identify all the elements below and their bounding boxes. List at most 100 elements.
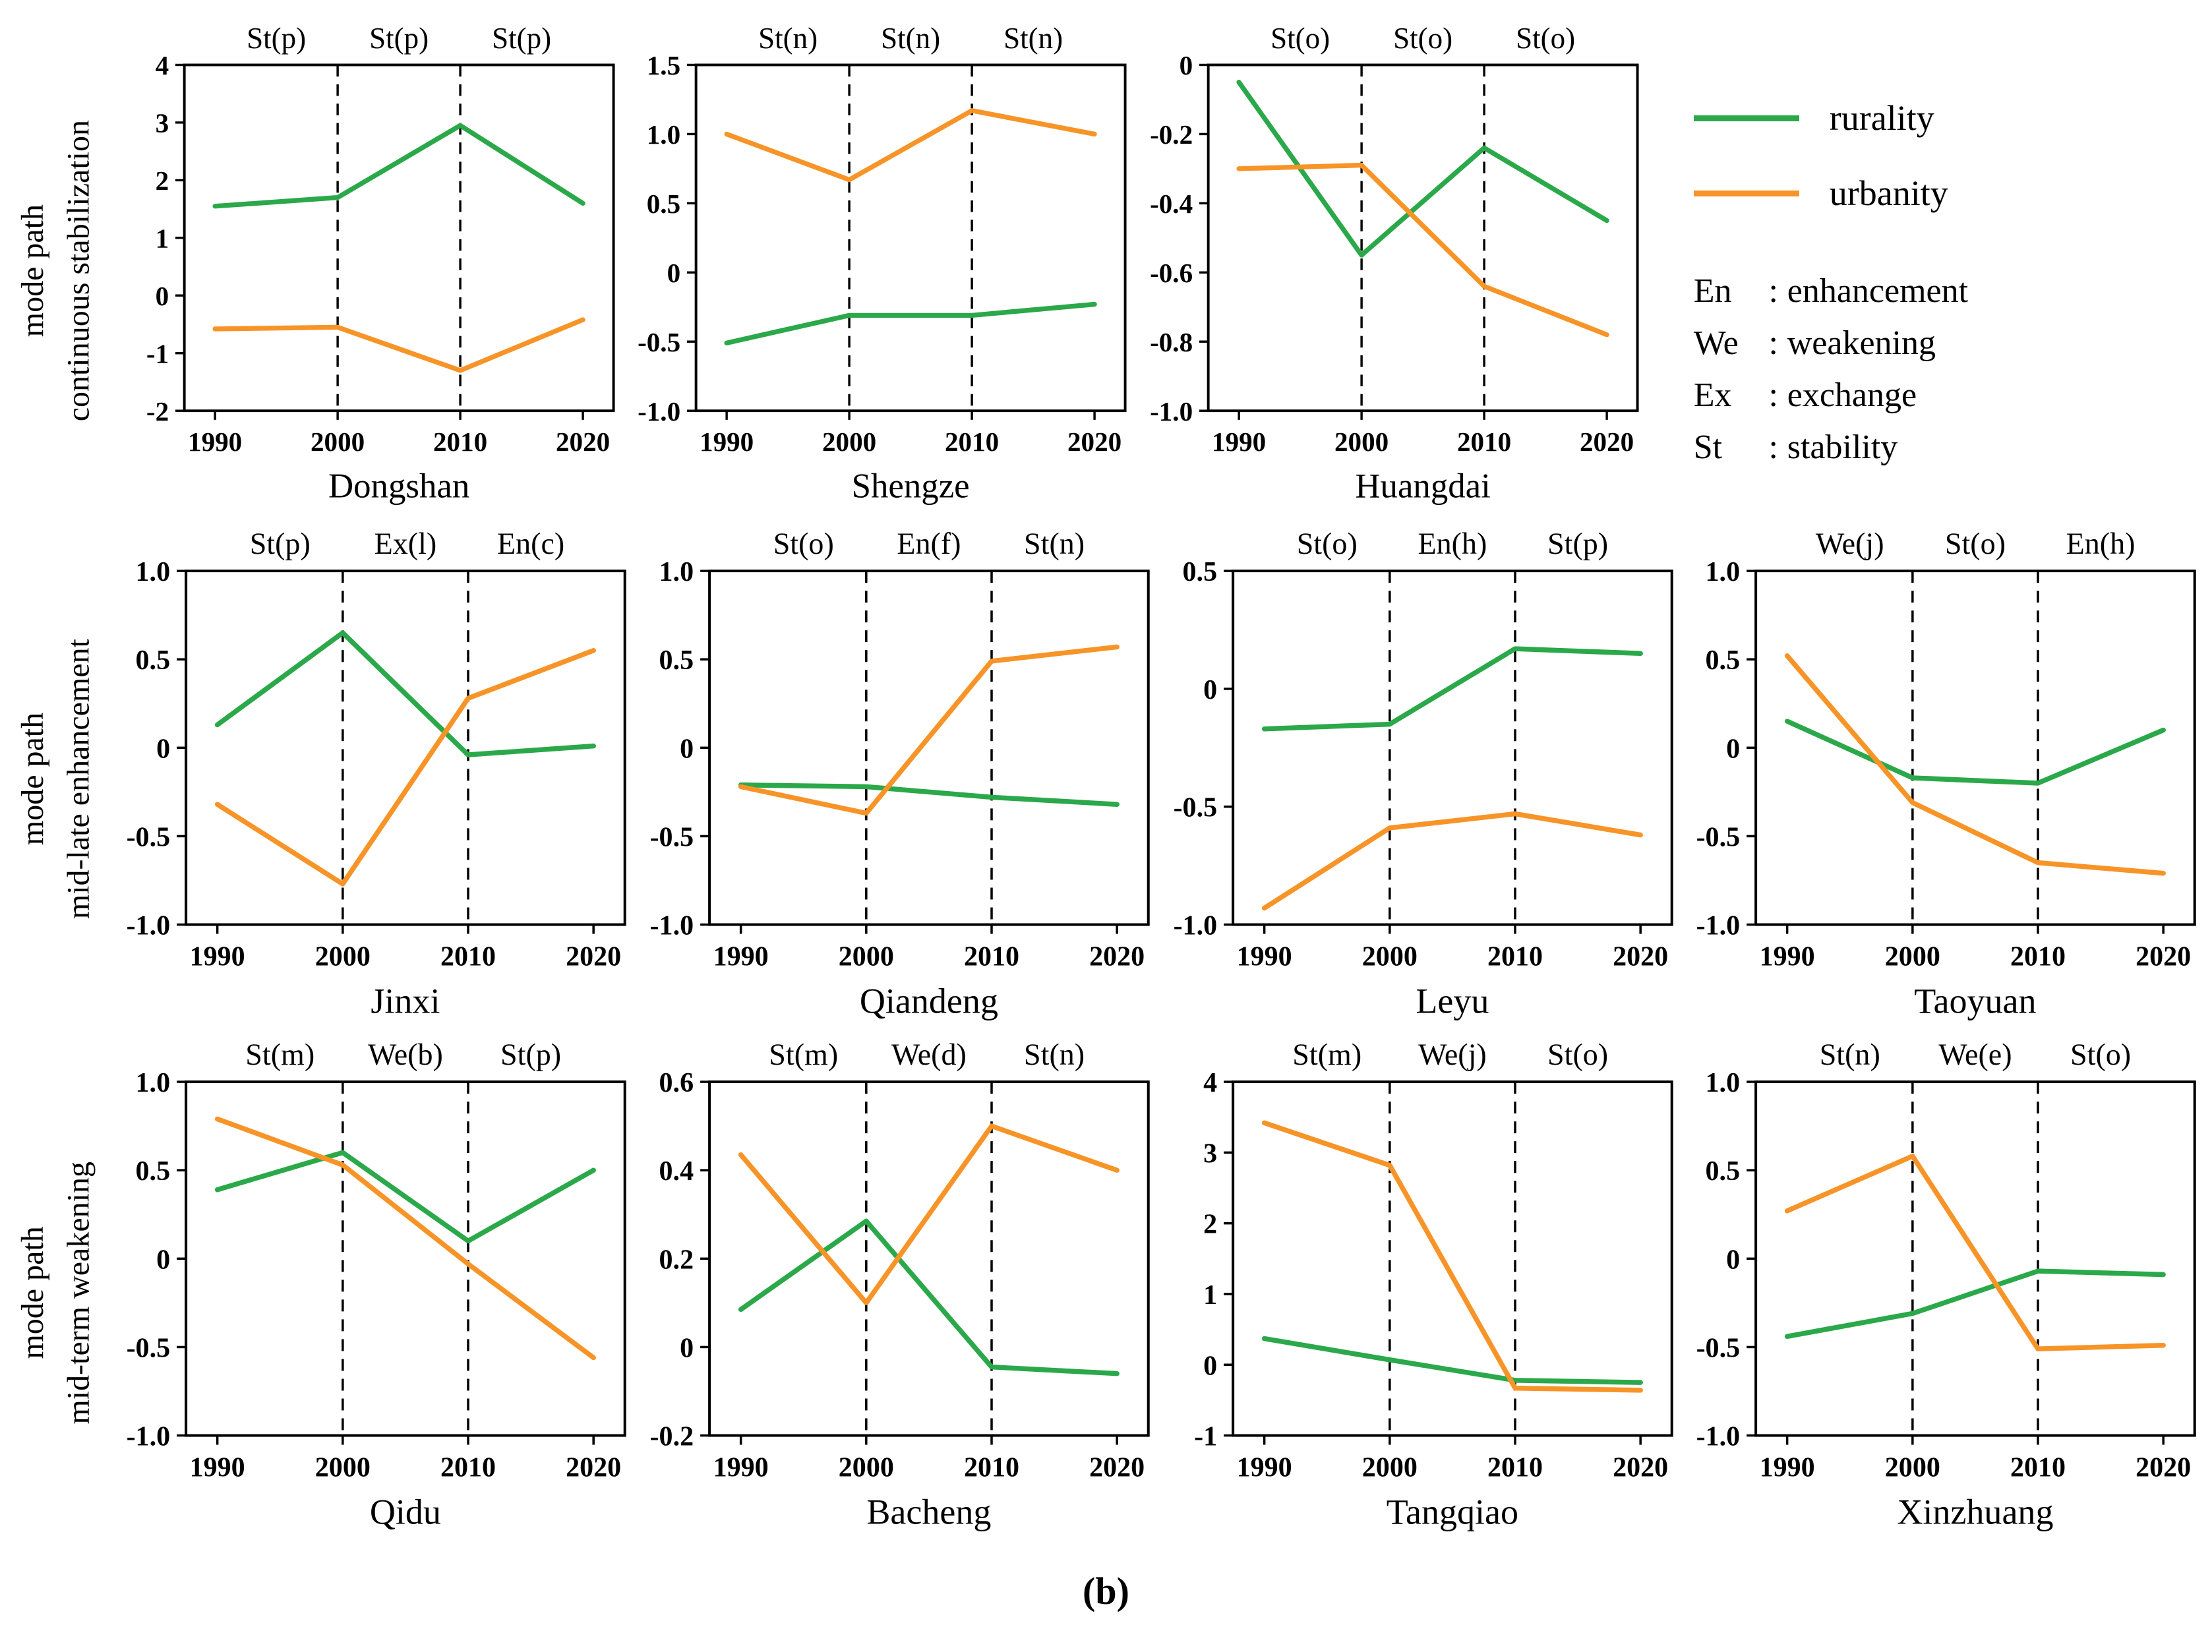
period-annotation: St(o) — [1393, 22, 1452, 55]
urbanity-line — [214, 648, 596, 887]
row-label-line: mode path — [15, 712, 51, 846]
y-tick-label: -0.5 — [127, 822, 171, 852]
abbr-colon: : — [1768, 376, 1778, 414]
abbreviation-row: En : enhancement — [1694, 272, 2205, 310]
y-tick-label: 2 — [156, 165, 169, 196]
plot-border — [707, 1080, 1150, 1437]
abbr-key: En — [1693, 272, 1732, 310]
period-annotation: We(e) — [1939, 1038, 2012, 1071]
abbr-meaning: exchange — [1787, 376, 1917, 414]
x-tick-label: 2000 — [1361, 942, 1417, 972]
x-tick-label: 2020 — [566, 942, 621, 972]
chart-panel-huangdai: St(o) St(o) St(o) 0 -0.2 -0.4 -0.6 -0.8 -1.0 1990… — [1136, 18, 1648, 508]
x-tick-label: 1990 — [1236, 942, 1292, 972]
legend-item-urbanity: urbanity — [1693, 173, 2205, 214]
y-tick-label: 2 — [1203, 1210, 1217, 1240]
panel-title: Taoyuan — [1915, 982, 2037, 1021]
period-annotation: St(p) — [369, 22, 429, 55]
x-tick-label: 2020 — [2136, 942, 2191, 972]
y-tick-label: 0.5 — [1706, 645, 1741, 676]
period-annotation: St(o) — [2070, 1038, 2131, 1071]
chart-svg: St(n) We(e) St(o) 1.0 0.5 0 -0.5 -1.0 1990 2000 20… — [1696, 1038, 2196, 1532]
legend-item-rurality: rurality — [1693, 98, 2205, 138]
period-annotation: En(h) — [2066, 527, 2136, 560]
y-tick-label: 1.0 — [1706, 557, 1741, 587]
rurality-line — [1261, 646, 1643, 732]
x-tick-label: 1990 — [700, 427, 754, 457]
x-tick-label: 2000 — [839, 942, 894, 972]
urbanity-line — [214, 1116, 596, 1361]
y-tick-label: -2 — [146, 396, 169, 427]
charts-row-2: St(p) Ex(l) En(c) 1.0 0.5 0 -0.5 -1.0 1990 2000 20… — [112, 523, 2205, 1034]
plot-border — [183, 63, 615, 413]
chart-panel-taoyuan: We(j) St(o) En(h) 1.0 0.5 0 -0.5 -1.0 1990 2000 20… — [1682, 523, 2205, 1024]
y-tick-label: 0 — [156, 281, 169, 311]
row-label-mid-late-enhancement: mid-late enhancement mode path — [0, 523, 112, 1034]
chart-svg: St(o) En(h) St(p) 0.5 0 -0.5 -1.0 1990 2000 2010 2… — [1173, 527, 1673, 1021]
x-tick-label: 2000 — [315, 942, 371, 972]
legend: rurality urbanity En : enhancement We — [1648, 18, 2205, 480]
y-tick-label: 0.5 — [136, 645, 171, 676]
plot-border — [707, 570, 1150, 926]
x-tick-label: 2020 — [566, 1453, 621, 1483]
panel-title: Bacheng — [866, 1492, 991, 1532]
x-tick-label: 2000 — [1885, 1453, 1940, 1483]
period-annotation: St(o) — [1270, 22, 1330, 55]
panel-title: Jinxi — [371, 982, 440, 1021]
row-label-continuous-stabilization: continuous stabilization mode path — [0, 18, 112, 523]
plot-border — [185, 1080, 626, 1437]
period-annotation: St(o) — [1547, 1038, 1608, 1071]
abbr-key: St — [1693, 428, 1723, 466]
x-tick-label: 1990 — [1760, 942, 1815, 972]
y-tick-label: 1 — [1203, 1280, 1217, 1311]
y-tick-label: -1.0 — [1696, 911, 1741, 941]
x-tick-label: 2020 — [1613, 942, 1668, 972]
y-tick-label: -1.0 — [127, 1422, 171, 1452]
x-tick-label: 2000 — [1334, 427, 1389, 457]
y-tick-label: -1.0 — [638, 396, 680, 427]
x-tick-label: 2010 — [1456, 427, 1510, 457]
chart-svg: St(p) St(p) St(p) 4 3 2 1 0 -1 -2 1990 2000 2010 2020… — [146, 22, 615, 505]
x-tick-label: 1990 — [1212, 427, 1266, 457]
period-annotation: St(p) — [500, 1038, 561, 1071]
y-tick-label: 1.5 — [647, 50, 680, 80]
period-annotation: Ex(l) — [374, 527, 437, 560]
urbanity-line — [212, 317, 585, 373]
row-label-line: mid-term weakening — [61, 1162, 96, 1425]
period-annotation: St(p) — [1547, 527, 1608, 560]
y-tick-label: -0.5 — [1173, 793, 1217, 823]
plot-border — [1754, 1080, 2196, 1437]
y-tick-label: 0.5 — [136, 1156, 171, 1187]
period-annotation: St(n) — [758, 22, 818, 55]
chart-svg: St(n) St(n) St(n) 1.5 1.0 0.5 0 -0.5 -1.0 1990 200… — [638, 22, 1127, 505]
rurality-line — [1785, 719, 2167, 786]
period-annotation: St(o) — [1516, 22, 1575, 55]
legend-series: rurality urbanity — [1693, 98, 2205, 214]
x-tick-label: 2020 — [1067, 427, 1121, 457]
y-tick-label: -0.5 — [638, 327, 680, 357]
rurality-line — [1261, 1336, 1643, 1385]
period-annotation: We(b) — [368, 1038, 443, 1071]
abbr-key: We — [1693, 324, 1739, 362]
abbr-colon: : — [1768, 324, 1778, 362]
abbr-meaning: enhancement — [1787, 272, 1969, 310]
x-tick-label: 1990 — [713, 1453, 768, 1483]
urbanity-line — [1785, 1154, 2167, 1351]
period-annotation: We(j) — [1418, 1038, 1487, 1071]
urbanity-line — [1236, 162, 1609, 338]
row-label-line: continuous stabilization — [61, 120, 96, 422]
y-tick-label: 0 — [1726, 1245, 1740, 1275]
abbreviation-row: St : stability — [1694, 428, 2205, 467]
x-tick-label: 2010 — [433, 427, 487, 457]
x-tick-label: 2000 — [839, 1453, 894, 1483]
period-annotation: St(m) — [1292, 1038, 1361, 1071]
x-tick-label: 2010 — [2010, 1453, 2066, 1483]
plot-border — [1231, 1080, 1673, 1437]
chart-panel-shengze: St(n) St(n) St(n) 1.5 1.0 0.5 0 -0.5 -1.0 1990 200… — [624, 18, 1135, 508]
chart-svg: St(m) We(b) St(p) 1.0 0.5 0 -0.5 -1.0 1990 2000 20… — [127, 1038, 626, 1532]
x-tick-label: 2000 — [1885, 942, 1940, 972]
y-tick-label: -0.5 — [649, 822, 694, 852]
chart-svg: St(m) We(d) St(n) 0.6 0.4 0.2 0 -0.2 1990 2000 201… — [649, 1038, 1150, 1532]
period-annotation: St(o) — [773, 527, 833, 560]
